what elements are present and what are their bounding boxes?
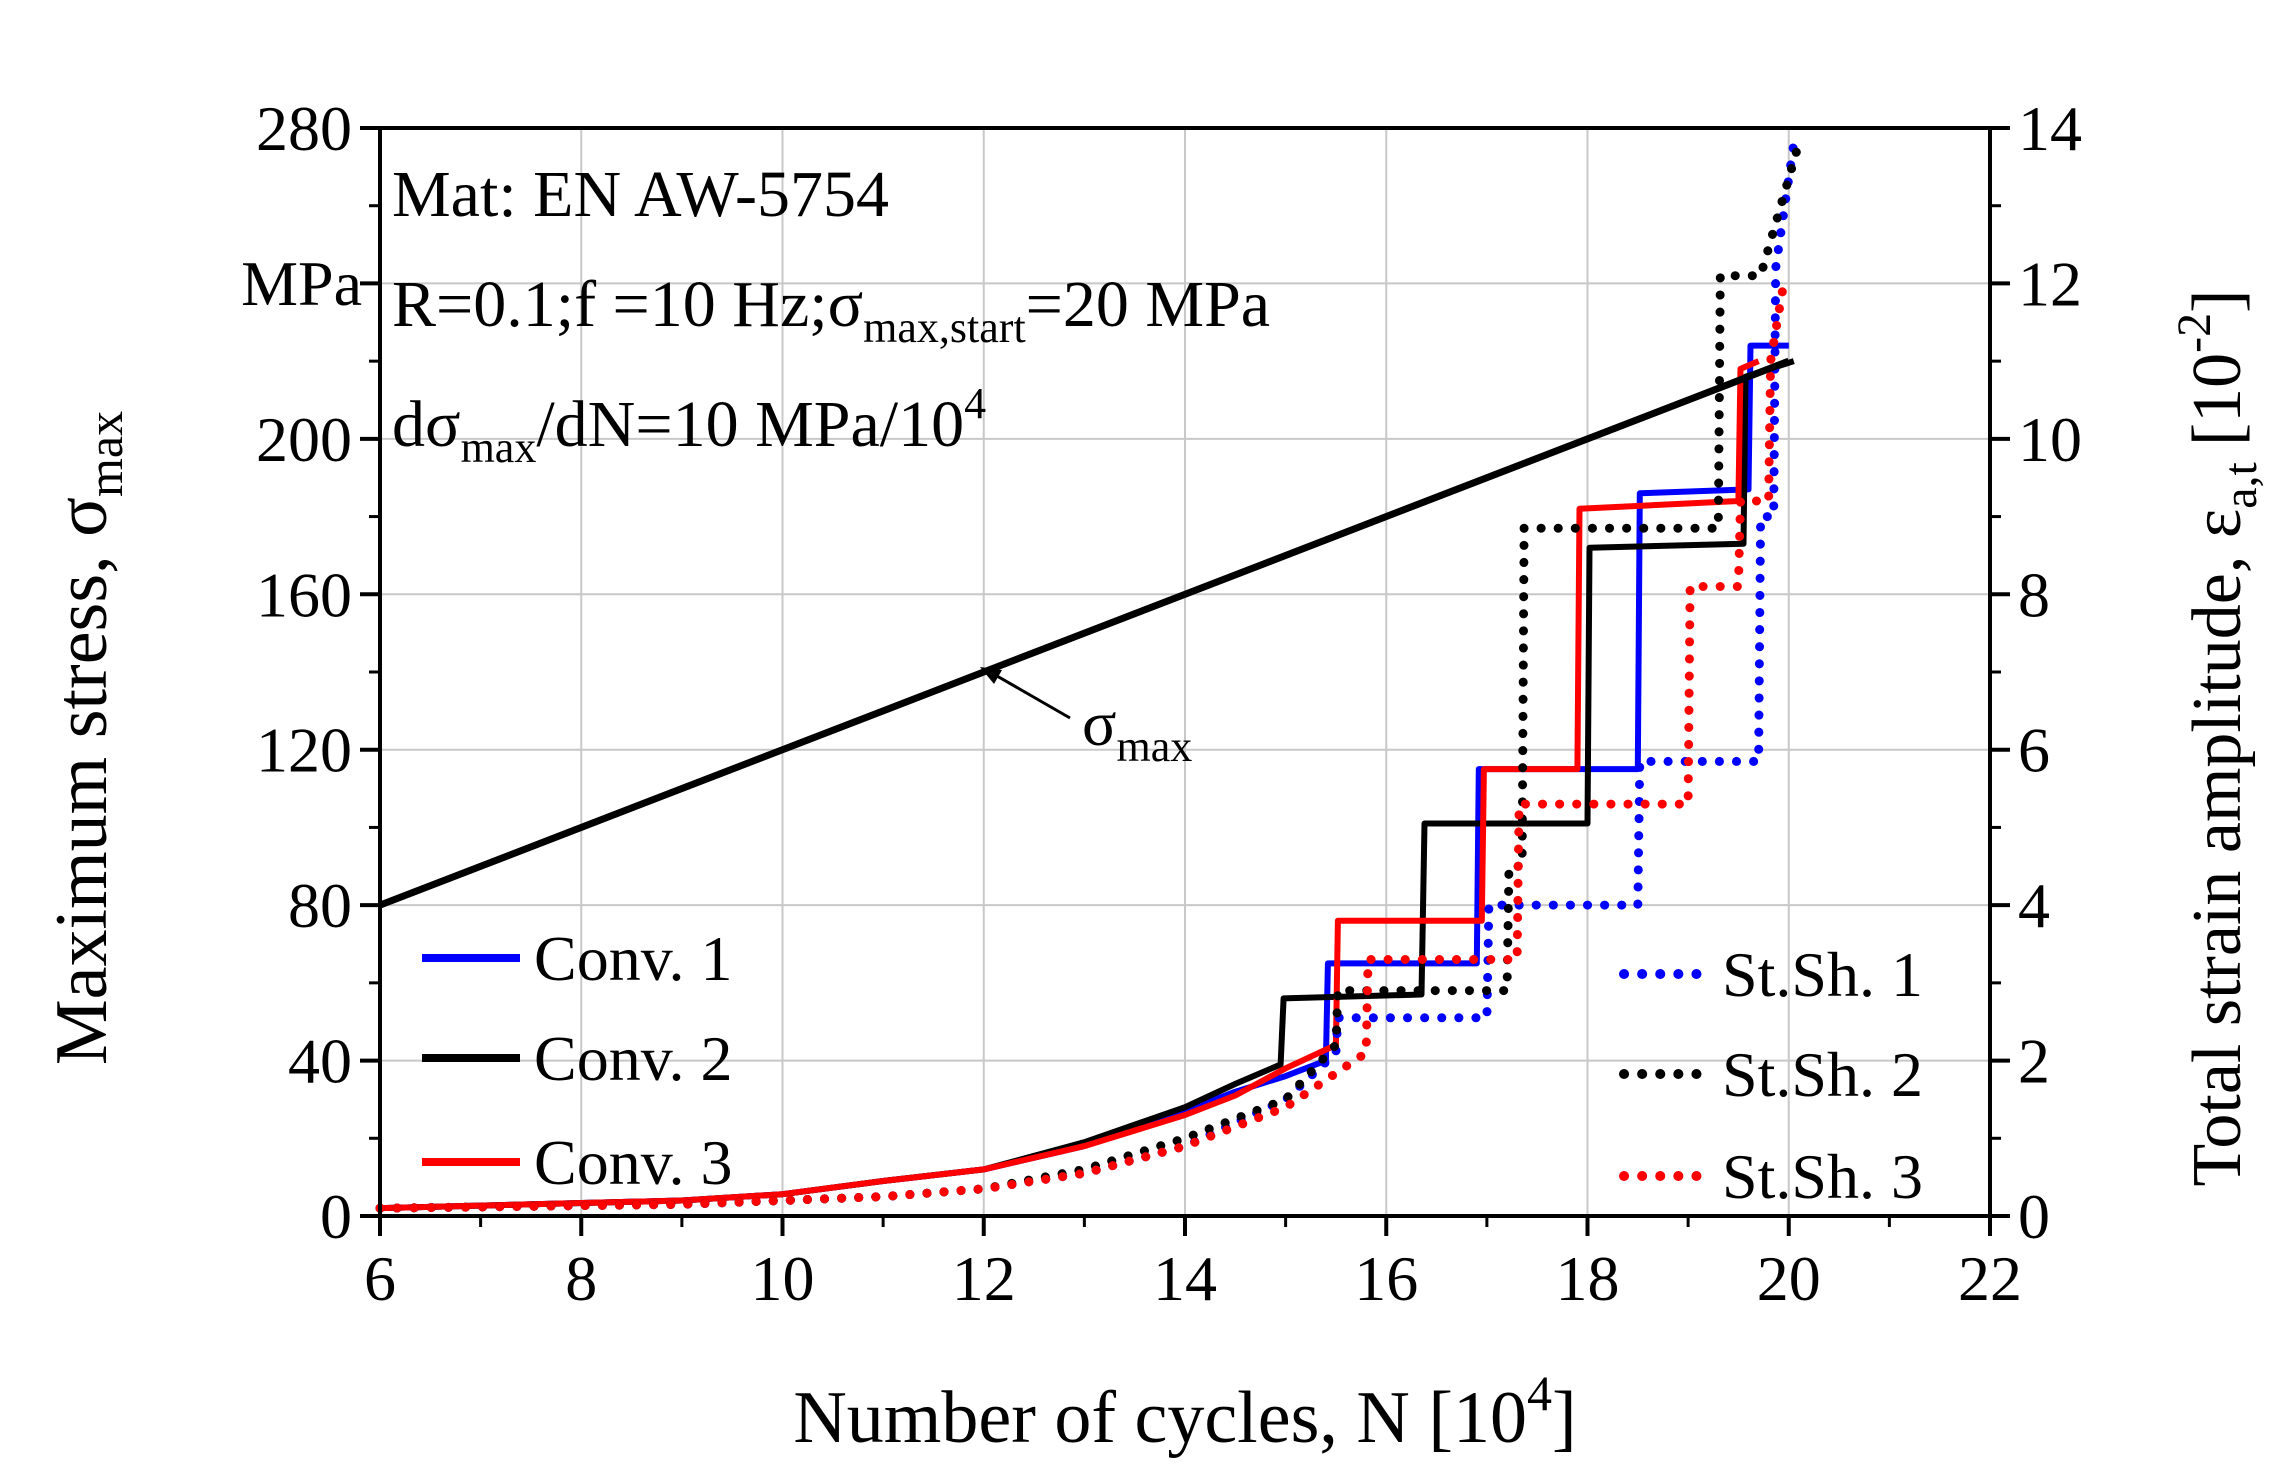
series-line-st-sh-2: [375, 139, 1804, 1213]
x-tick-label: 12: [952, 1243, 1016, 1314]
y-right-tick-label: 12: [2018, 248, 2082, 319]
annotation-conditions: R=0.1;f =10 Hz;σmax,start=20 MPa: [392, 268, 1270, 352]
x-tick-label: 22: [1958, 1243, 2022, 1314]
legend-label-conv3: Conv. 3: [534, 1127, 733, 1198]
series-layer: [375, 139, 1804, 1213]
legend-label-conv2: Conv. 2: [534, 1023, 733, 1094]
y-left-tick-label: 0: [320, 1181, 352, 1252]
y-right-tick-label: 0: [2018, 1181, 2050, 1252]
y-right-tick-label: 2: [2018, 1026, 2050, 1097]
sigma-arrow-line: [989, 670, 1071, 720]
y-right-tick-label: 4: [2018, 870, 2050, 941]
series-line-st-sh-3: [375, 278, 1789, 1213]
x-tick-label: 20: [1757, 1243, 1821, 1314]
y-left-tick-label: 280: [256, 93, 352, 164]
x-axis-title: Number of cycles, N [104]: [793, 1365, 1576, 1459]
y-right-tick-label: 6: [2018, 715, 2050, 786]
series-line-conv-3: [379, 358, 1760, 1212]
y-left-tick-label: 80: [288, 870, 352, 941]
annotation-rate: dσmax/dN=10 MPa/104: [392, 379, 986, 472]
sigma-arrow-head: [980, 667, 1002, 684]
y-left-tick-label: 200: [256, 404, 352, 475]
y-right-tick-label: 14: [2018, 93, 2082, 164]
series-line-st-sh-1: [375, 139, 1799, 1213]
sigma-arrow-label: σmax: [1082, 688, 1192, 771]
x-tick-label: 6: [364, 1243, 396, 1314]
x-tick-label: 8: [565, 1243, 597, 1314]
y-axis-left-unit: MPa: [241, 248, 362, 319]
y-left-tick-label: 160: [256, 559, 352, 630]
legend-label-stsh3: St.Sh. 3: [1722, 1141, 1923, 1212]
legend-label-stsh1: St.Sh. 1: [1722, 939, 1923, 1010]
x-tick-label: 14: [1153, 1243, 1217, 1314]
y-left-tick-label: 40: [288, 1026, 352, 1097]
y-right-tick-label: 10: [2018, 404, 2082, 475]
y-right-tick-label: 8: [2018, 559, 2050, 630]
annotation-material: Mat: EN AW-5754: [392, 158, 889, 231]
y-axis-right-title: Total strain amplitude, εa,t[10-2]: [2168, 290, 2267, 1187]
legend-right: St.Sh. 1 St.Sh. 2 St.Sh. 3: [1619, 939, 1923, 1212]
ticks: 6 8 10 12 14 16 18 20 22040801201602002800246810…: [256, 93, 2082, 1314]
y-axis-left-title: Maximum stress, σmax: [41, 411, 133, 1065]
legend-left: Conv. 1 Conv. 2 Conv. 3: [422, 923, 733, 1198]
sigma-max-line: [378, 357, 1791, 909]
legend-label-conv1: Conv. 1: [534, 923, 733, 994]
x-tick-label: 16: [1354, 1243, 1418, 1314]
legend-label-stsh2: St.Sh. 2: [1722, 1039, 1923, 1110]
y-left-tick-label: 120: [256, 715, 352, 786]
x-tick-label: 18: [1556, 1243, 1620, 1314]
x-tick-label: 10: [751, 1243, 815, 1314]
